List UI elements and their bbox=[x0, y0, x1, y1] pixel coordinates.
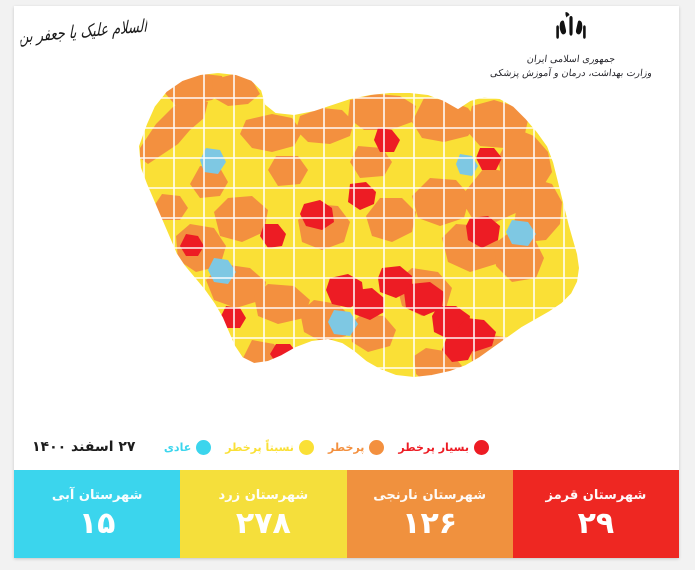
summary-value-blue: ۱۵ bbox=[78, 506, 116, 541]
legend-item-moderate-risk[interactable]: نسبتاً پرخطر bbox=[225, 439, 314, 455]
legend-item-normal[interactable]: عادی bbox=[163, 439, 212, 455]
summary-value-yellow: ۲۷۸ bbox=[235, 506, 291, 541]
summary-title-orange: شهرستان نارنجی bbox=[373, 488, 486, 503]
iran-covid-risk-map[interactable] bbox=[14, 28, 679, 428]
summary-cell-yellow[interactable]: شهرستان زرد ۲۷۸ bbox=[180, 470, 347, 558]
iran-emblem-icon bbox=[481, 10, 661, 53]
legend-label-normal: عادی bbox=[163, 440, 192, 454]
map-outline bbox=[136, 70, 582, 380]
legend-items: بسیار پرخطر پرخطر نسبتاً پرخطر عادی bbox=[163, 439, 679, 455]
header: السلام علیک یا جعفر بن محمد جمهوری اسلام… bbox=[14, 6, 679, 98]
legend-label-moderate-risk: نسبتاً پرخطر bbox=[225, 440, 294, 454]
summary-cell-orange[interactable]: شهرستان نارنجی ۱۲۶ bbox=[346, 470, 513, 558]
legend-dot-orange-icon bbox=[369, 439, 385, 455]
summary-title-blue: شهرستان آبی bbox=[51, 488, 143, 503]
summary-value-orange: ۱۲۶ bbox=[402, 506, 458, 541]
legend-label-very-high-risk: بسیار پرخطر bbox=[398, 440, 469, 454]
summary-cell-blue[interactable]: شهرستان آبی ۱۵ bbox=[14, 470, 181, 558]
legend-dot-blue-icon bbox=[196, 439, 212, 455]
legend-item-very-high-risk[interactable]: بسیار پرخطر bbox=[398, 439, 489, 455]
map-card: السلام علیک یا جعفر بن محمد جمهوری اسلام… bbox=[14, 6, 679, 558]
summary-value-red: ۲۹ bbox=[577, 506, 615, 541]
summary-title-yellow: شهرستان زرد bbox=[218, 488, 309, 503]
ministry-logo-block: جمهوری اسلامی ایران وزارت بهداشت، درمان … bbox=[481, 10, 661, 81]
summary-bar: شهرستان قرمز ۲۹ شهرستان نارنجی ۱۲۶ شهرست… bbox=[14, 470, 679, 558]
date-label: ۲۷ اسفند ۱۴۰۰ bbox=[32, 439, 136, 455]
legend-dot-yellow-icon bbox=[298, 439, 314, 455]
legend-label-high-risk: پرخطر bbox=[327, 440, 365, 454]
summary-title-red: شهرستان قرمز bbox=[545, 488, 647, 503]
legend-dot-red-icon bbox=[474, 439, 489, 455]
summary-cell-red[interactable]: شهرستان قرمز ۲۹ bbox=[512, 470, 679, 558]
map-regions bbox=[138, 72, 580, 378]
legend: بسیار پرخطر پرخطر نسبتاً پرخطر عادی ۲۷ ا… bbox=[14, 430, 679, 464]
legend-item-high-risk[interactable]: پرخطر bbox=[327, 439, 385, 455]
